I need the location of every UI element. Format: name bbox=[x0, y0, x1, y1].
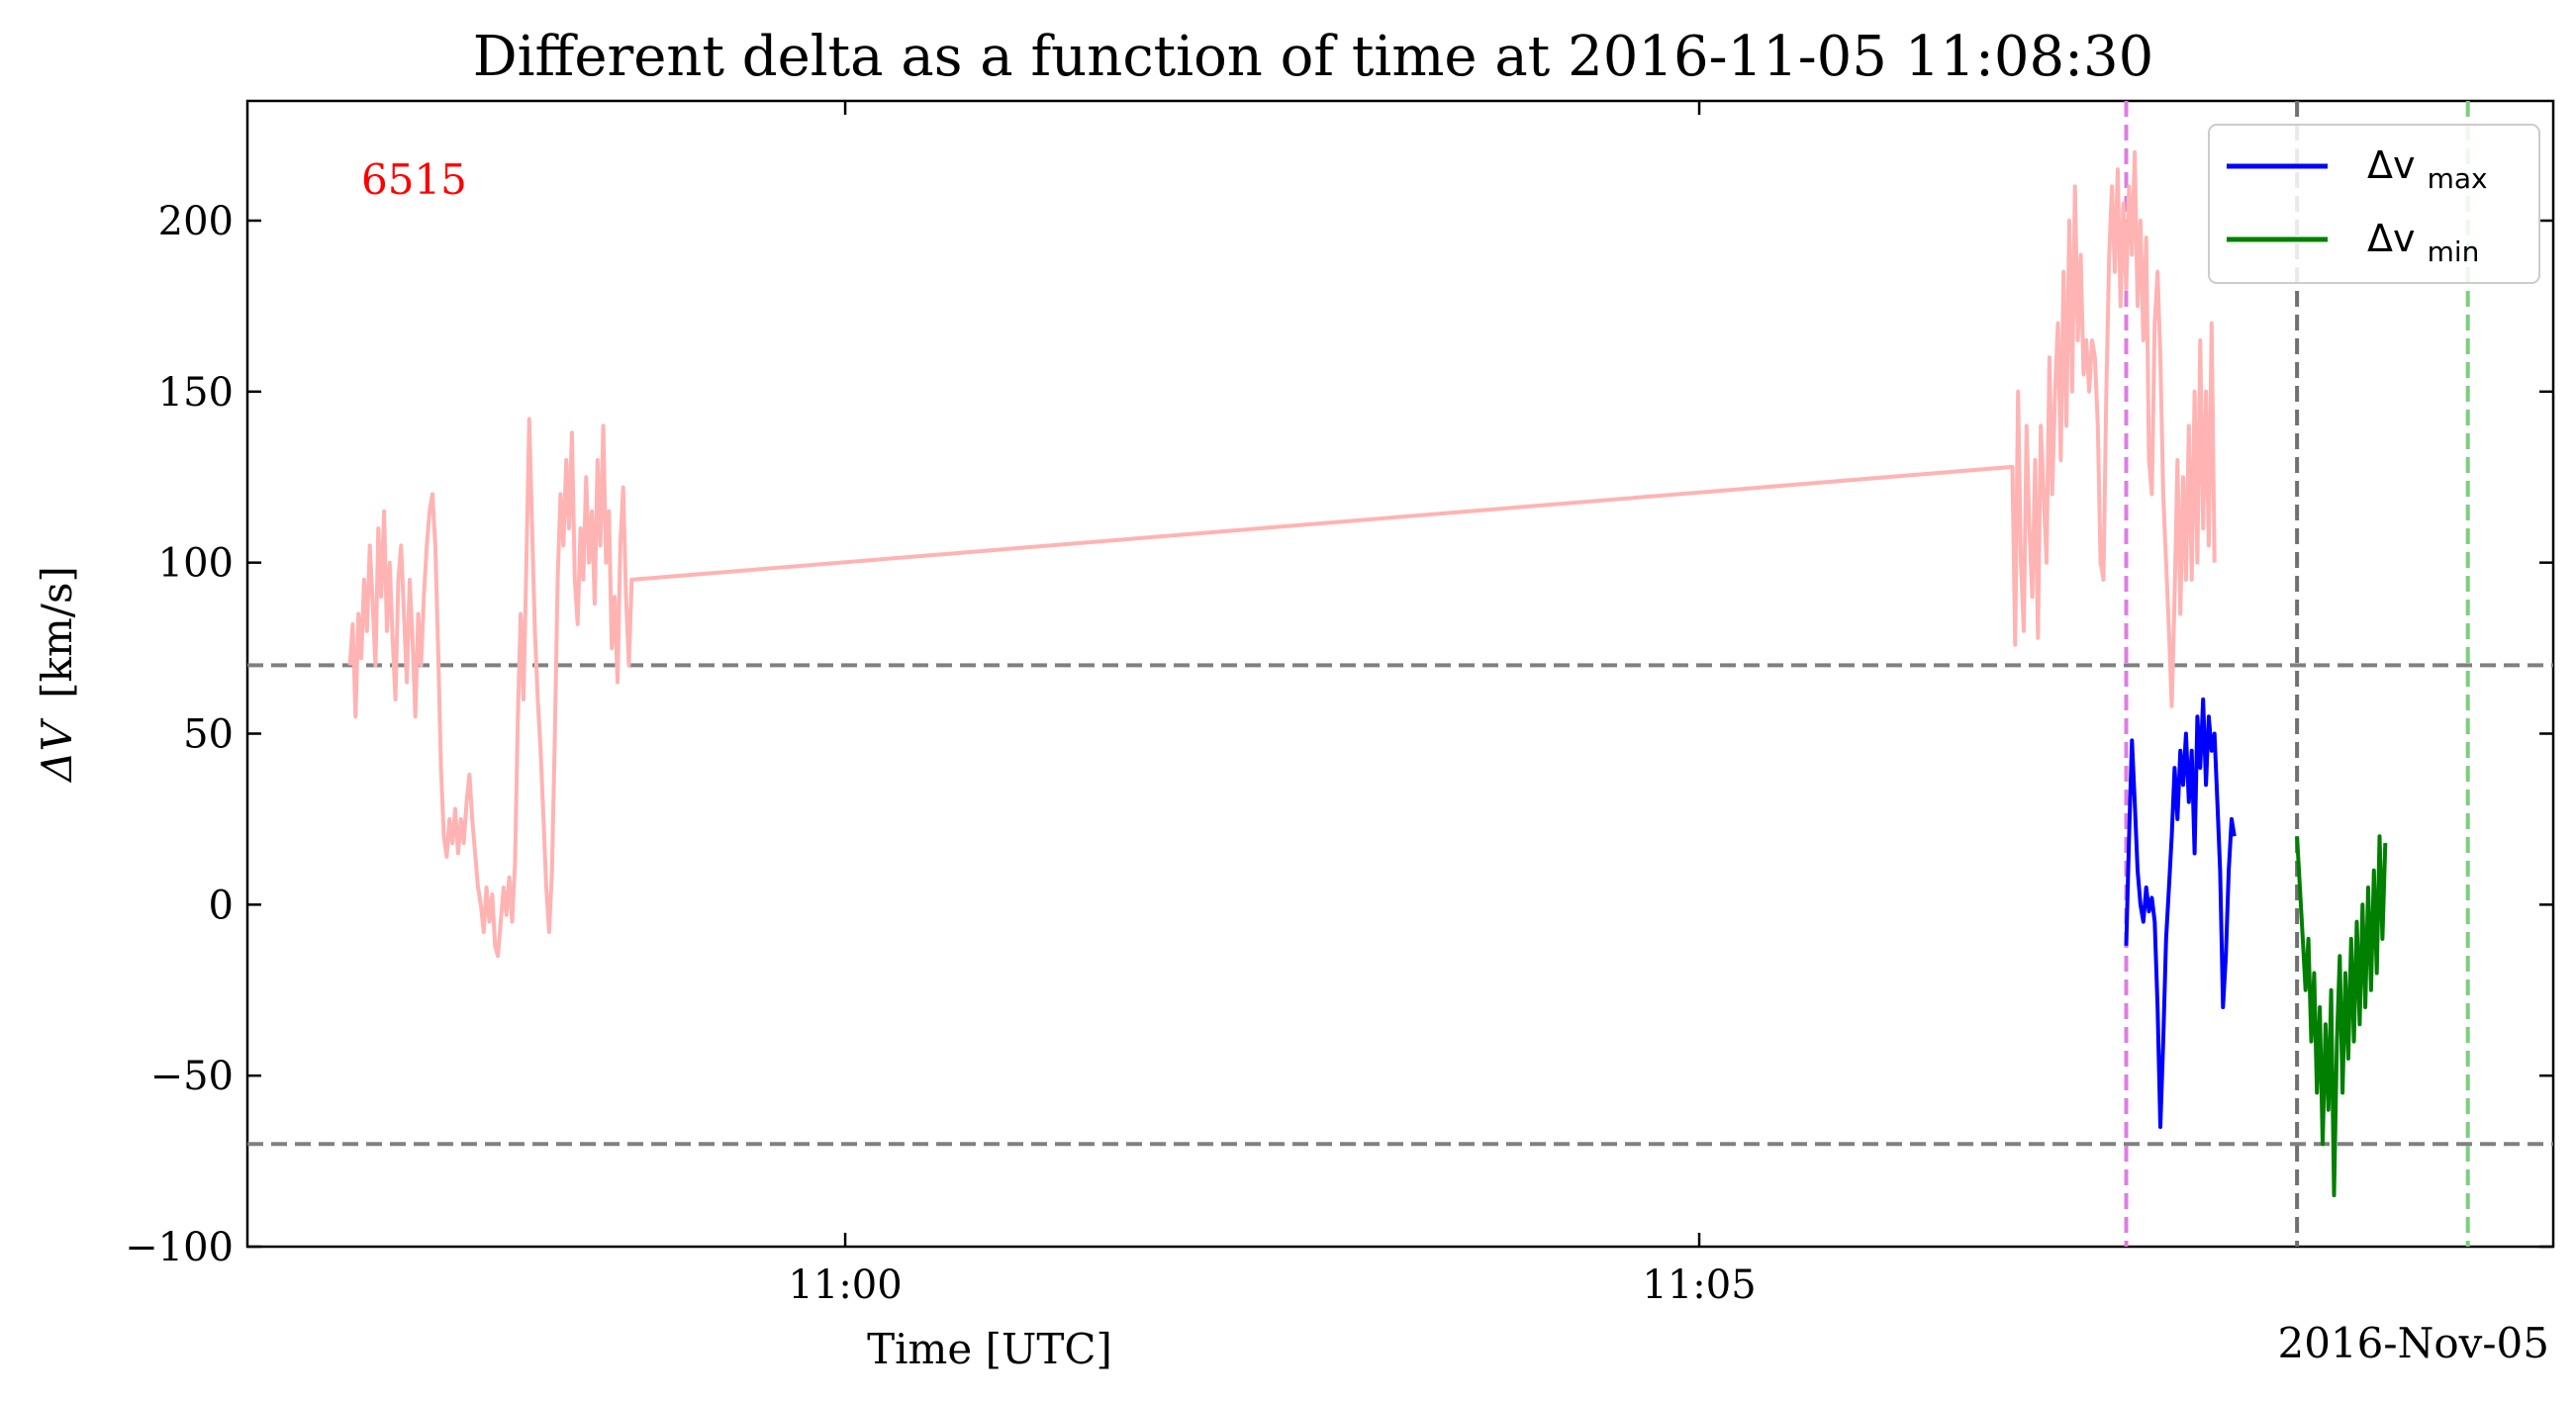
y-tick-label-150: 150 bbox=[158, 370, 234, 416]
y-tick-label--100: −100 bbox=[125, 1225, 234, 1270]
y-tick-label-200: 200 bbox=[158, 199, 234, 244]
annotation-label: 6515 bbox=[361, 155, 467, 204]
x-tick-label-11-00: 11:00 bbox=[788, 1262, 902, 1308]
axes: 11:00 11:05 200 150 100 50 0 −50 −100 bbox=[125, 101, 2553, 1308]
legend-subscript-dv-min: min bbox=[2428, 235, 2480, 268]
x-offset-label: 2016-Nov-05 bbox=[2278, 1319, 2549, 1367]
legend-symbol-dv-max: Δv bbox=[2367, 143, 2415, 187]
x-axis-title: Time [UTC] bbox=[867, 1325, 1112, 1373]
svg-text:ΔV [km/s]: ΔV [km/s] bbox=[33, 566, 81, 784]
y-axis-symbol: ΔV bbox=[33, 718, 81, 784]
y-axis-unit: [km/s] bbox=[33, 566, 81, 699]
x-tick-label-11-05: 11:05 bbox=[1642, 1262, 1756, 1308]
series-dv-max bbox=[2124, 697, 2237, 1129]
y-tick-label--50: −50 bbox=[150, 1054, 234, 1099]
legend-symbol-dv-min: Δv bbox=[2367, 217, 2415, 260]
legend-label-dv-max: Δv max bbox=[2367, 143, 2488, 195]
chart-title: Different delta as a function of time at… bbox=[473, 25, 2154, 89]
y-tick-label-0: 0 bbox=[209, 883, 234, 928]
plot-frame bbox=[245, 99, 2555, 1249]
legend: Δv max Δv min bbox=[2208, 124, 2540, 284]
legend-subscript-dv-max: max bbox=[2428, 162, 2488, 195]
series-dv-min bbox=[2295, 834, 2388, 1198]
y-axis-title: ΔV [km/s] bbox=[33, 566, 81, 784]
reference-lines bbox=[247, 101, 2553, 1247]
series-delta-v bbox=[347, 149, 2217, 959]
y-tick-label-100: 100 bbox=[158, 541, 234, 587]
series-layer bbox=[347, 149, 2388, 1198]
legend-label-dv-min: Δv min bbox=[2367, 217, 2479, 268]
y-tick-label-50: 50 bbox=[183, 711, 234, 757]
